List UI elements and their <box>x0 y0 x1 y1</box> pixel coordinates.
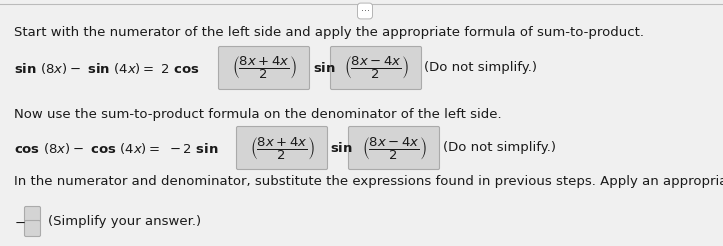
Text: $\left(\dfrac{8x+4x}{2}\right)$: $\left(\dfrac{8x+4x}{2}\right)$ <box>249 135 315 162</box>
FancyBboxPatch shape <box>25 206 40 222</box>
Text: In the numerator and denominator, substitute the expressions found in previous s: In the numerator and denominator, substi… <box>14 175 723 188</box>
Text: $\left(\dfrac{8x+4x}{2}\right)$: $\left(\dfrac{8x+4x}{2}\right)$ <box>231 55 296 81</box>
Text: Now use the sum-to-product formula on the denominator of the left side.: Now use the sum-to-product formula on th… <box>14 108 502 121</box>
Text: ···: ··· <box>361 6 369 16</box>
Text: $\mathbf{cos}\ (8x) - \ \mathbf{cos}\ (4x) = \ -2\ \mathbf{sin}$: $\mathbf{cos}\ (8x) - \ \mathbf{cos}\ (4… <box>14 140 218 155</box>
Text: (Do not simplify.): (Do not simplify.) <box>443 141 556 154</box>
FancyBboxPatch shape <box>218 46 309 90</box>
Text: $\mathbf{sin}\ (8x) - \ \mathbf{sin}\ (4x) = \ 2\ \mathbf{cos}$: $\mathbf{sin}\ (8x) - \ \mathbf{sin}\ (4… <box>14 61 200 76</box>
Text: Start with the numerator of the left side and apply the appropriate formula of s: Start with the numerator of the left sid… <box>14 26 644 39</box>
Text: (Simplify your answer.): (Simplify your answer.) <box>48 215 201 229</box>
FancyBboxPatch shape <box>330 46 422 90</box>
Text: $-$: $-$ <box>14 215 26 229</box>
Text: $\mathbf{sin}$: $\mathbf{sin}$ <box>330 141 353 155</box>
Text: $\left(\dfrac{8x-4x}{2}\right)$: $\left(\dfrac{8x-4x}{2}\right)$ <box>362 135 427 162</box>
FancyBboxPatch shape <box>236 126 328 169</box>
FancyBboxPatch shape <box>25 220 40 236</box>
Text: $\left(\dfrac{8x-4x}{2}\right)$: $\left(\dfrac{8x-4x}{2}\right)$ <box>343 55 408 81</box>
FancyBboxPatch shape <box>348 126 440 169</box>
Text: $\mathbf{sin}$: $\mathbf{sin}$ <box>313 61 335 75</box>
Text: (Do not simplify.): (Do not simplify.) <box>424 62 537 75</box>
